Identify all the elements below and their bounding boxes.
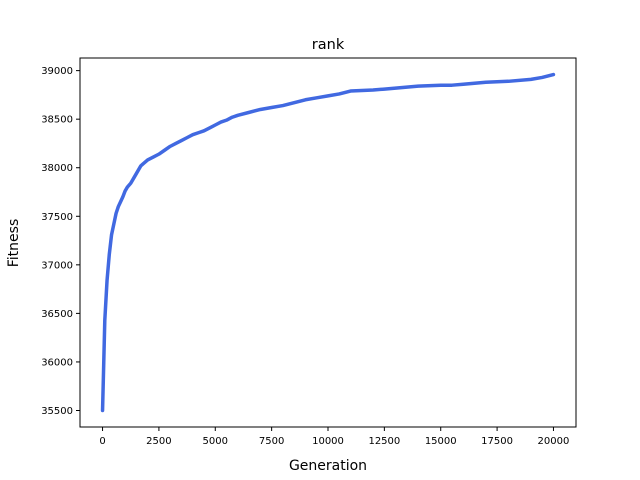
x-tick-label: 17500 [481,436,513,447]
y-tick-label: 37500 [41,212,73,223]
y-tick-label: 38000 [41,163,73,174]
y-tick-label: 38500 [41,115,73,126]
x-tick-label: 10000 [312,436,344,447]
y-tick-label: 35500 [41,406,73,417]
x-tick-label: 20000 [538,436,570,447]
x-tick-label: 15000 [425,436,457,447]
y-tick-label: 36500 [41,309,73,320]
x-tick-label: 0 [99,436,105,447]
series-line-0 [100,72,556,413]
x-tick-label: 12500 [368,436,400,447]
x-tick-label: 5000 [203,436,228,447]
x-axis-label: Generation [289,458,367,474]
x-tick-label: 7500 [259,436,284,447]
y-tick-label: 37000 [41,260,73,271]
y-tick-label: 36000 [41,357,73,368]
y-tick-label: 39000 [41,66,73,77]
y-axis-label: Fitness [6,219,22,268]
x-tick-label: 2500 [146,436,171,447]
chart-title: rank [312,37,345,53]
